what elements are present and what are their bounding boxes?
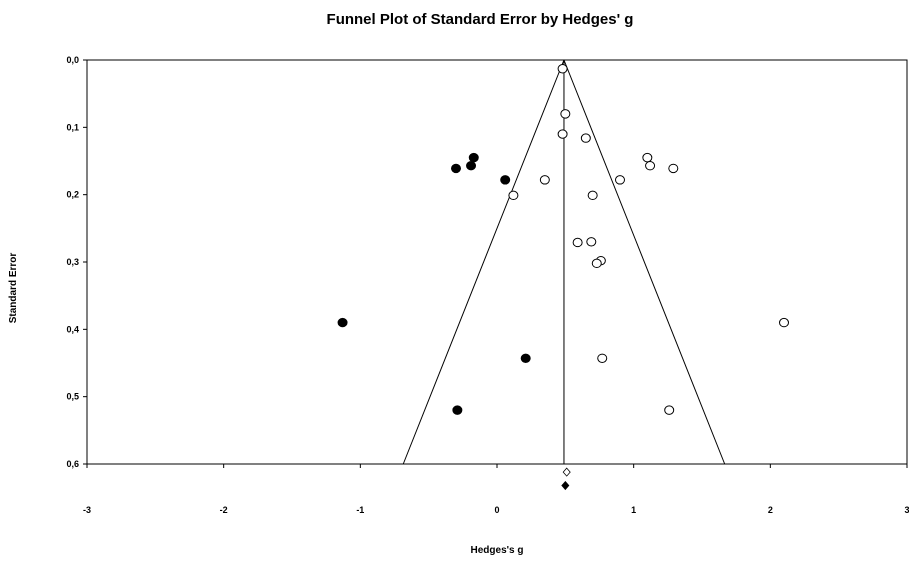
observed-study-point	[642, 152, 653, 163]
y-tick-label: 0,0	[66, 55, 79, 65]
y-tick-label: 0,4	[66, 324, 79, 334]
y-tick-label: 0,2	[66, 190, 79, 200]
observed-study-point	[508, 190, 519, 201]
imputed-study-point	[520, 353, 531, 363]
imputed-study-point	[468, 152, 479, 163]
observed-study-point	[560, 109, 571, 119]
imputed-study-point	[466, 161, 477, 171]
funnel-lines	[402, 59, 726, 465]
x-tick-label: 1	[631, 505, 636, 515]
x-tick-label: -1	[356, 505, 364, 515]
x-tick-label: 0	[494, 505, 499, 515]
observed-study-point	[664, 405, 675, 415]
observed-study-point	[587, 190, 598, 201]
imputed-study-point	[451, 163, 461, 174]
observed-study-point	[779, 317, 789, 328]
observed-study-point	[572, 237, 583, 248]
observed-study-point	[557, 64, 568, 74]
y-tick-label: 0,3	[66, 257, 79, 267]
observed-study-point	[668, 163, 679, 174]
observed-study-point	[591, 258, 602, 269]
observed-study-point	[580, 133, 591, 143]
observed-study-point	[539, 175, 550, 185]
y-tick-label: 0,6	[66, 459, 79, 469]
axis-ticks: -3 -2 -1 0 1 2 3 0,0 0,1 0,2 0,3 0,4 0,5 0,6	[66, 55, 909, 515]
plot-area-frame	[86, 59, 908, 465]
x-tick-label: -2	[220, 505, 228, 515]
chart-title: Funnel Plot of Standard Error by Hedges'…	[327, 11, 634, 28]
x-tick-label: 3	[904, 505, 909, 515]
summary-markers	[561, 467, 571, 491]
imputed-study-point	[500, 175, 511, 185]
observed-summary-diamond	[562, 467, 571, 477]
y-tick-label: 0,5	[66, 392, 79, 402]
funnel-left-limit	[402, 59, 565, 465]
data-points	[337, 64, 789, 415]
funnel-right-limit	[563, 59, 726, 465]
x-axis-label: Hedges's g	[471, 545, 524, 556]
imputed-study-point	[337, 317, 348, 328]
observed-study-point	[645, 161, 656, 171]
x-tick-label: -3	[83, 505, 91, 515]
adjusted-summary-diamond	[561, 480, 570, 491]
observed-study-point	[615, 175, 625, 185]
imputed-study-point	[452, 405, 463, 415]
y-axis-label: Standard Error	[8, 253, 19, 324]
observed-study-point	[597, 353, 608, 363]
observed-study-point	[586, 237, 597, 247]
y-tick-label: 0,1	[66, 122, 79, 132]
x-tick-label: 2	[768, 505, 773, 515]
observed-study-point	[557, 129, 568, 139]
